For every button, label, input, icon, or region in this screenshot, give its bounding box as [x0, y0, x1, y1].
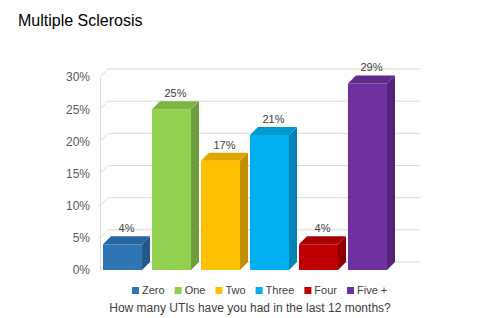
bar-group — [348, 75, 395, 270]
bar-group — [103, 236, 150, 270]
tick: 20% — [66, 135, 100, 149]
bar — [103, 244, 142, 270]
tick-label: 25% — [66, 103, 90, 117]
grid — [100, 69, 420, 270]
bar-group — [201, 153, 248, 270]
tick: 10% — [66, 199, 100, 213]
bar — [201, 161, 240, 270]
tick: 0% — [73, 263, 100, 277]
tick: 5% — [73, 231, 100, 245]
bar-side — [240, 153, 248, 270]
legend-swatch — [132, 287, 139, 294]
title: Multiple Sclerosis — [18, 12, 142, 29]
bar — [250, 135, 289, 270]
bar-top — [250, 127, 297, 135]
bar-top — [103, 236, 150, 244]
data-label: 17% — [213, 139, 235, 151]
tick-label: 0% — [73, 263, 91, 277]
legend-item: Two — [215, 284, 245, 296]
bar — [152, 109, 191, 270]
legend-swatch — [304, 287, 311, 294]
data-labels: 4% 25% 17% 21% 4% 29% — [119, 61, 383, 234]
legend-swatch — [215, 287, 222, 294]
bar-top — [201, 153, 248, 161]
tick: 15% — [66, 167, 100, 181]
background — [0, 0, 478, 318]
legend-item: Four — [304, 284, 337, 296]
bars — [103, 75, 395, 270]
bar-side — [289, 127, 297, 270]
legend-item: Zero — [132, 284, 165, 296]
bar-group — [299, 236, 346, 270]
data-label: 4% — [119, 222, 135, 234]
bar-top — [299, 236, 346, 244]
legend-label: One — [185, 284, 206, 296]
data-label: 4% — [315, 222, 331, 234]
legend-item: One — [175, 284, 206, 296]
bar-side — [191, 101, 199, 270]
bar-top — [152, 101, 199, 109]
bar-group — [152, 101, 199, 270]
tick-label: 10% — [66, 199, 90, 213]
data-label: 29% — [360, 61, 382, 73]
x-axis-title: How many UTIs have you had in the last 1… — [109, 301, 391, 315]
y-axis: 0% 5% 10% 15% 20% 25% 30% — [66, 70, 101, 277]
legend-swatch — [175, 287, 182, 294]
tick-label: 20% — [66, 135, 90, 149]
legend-swatch — [347, 287, 354, 294]
tick: 25% — [66, 103, 100, 117]
bar-group — [250, 127, 297, 270]
tick-label: 15% — [66, 167, 90, 181]
legend-swatch — [256, 287, 263, 294]
bar-side — [387, 75, 395, 270]
tick: 30% — [66, 70, 100, 84]
bar — [348, 83, 387, 270]
legend: Zero One Two Three Four Five + — [132, 284, 387, 296]
legend-item: Three — [256, 284, 295, 296]
bar — [299, 244, 338, 270]
legend-label: Four — [314, 284, 337, 296]
legend-label: Two — [225, 284, 245, 296]
data-label: 21% — [262, 113, 284, 125]
legend-label: Three — [266, 284, 295, 296]
tick-label: 30% — [66, 70, 90, 84]
chart: Multiple Sclerosis 0% 5% 10% 15% 20% 25% 30% 4% 2… — [0, 0, 478, 318]
axis-line — [100, 78, 101, 271]
tick-label: 5% — [73, 231, 91, 245]
bar-top — [348, 75, 395, 83]
legend-label: Five + — [357, 284, 387, 296]
legend-label: Zero — [142, 284, 165, 296]
legend-item: Five + — [347, 284, 387, 296]
data-label: 25% — [164, 87, 186, 99]
